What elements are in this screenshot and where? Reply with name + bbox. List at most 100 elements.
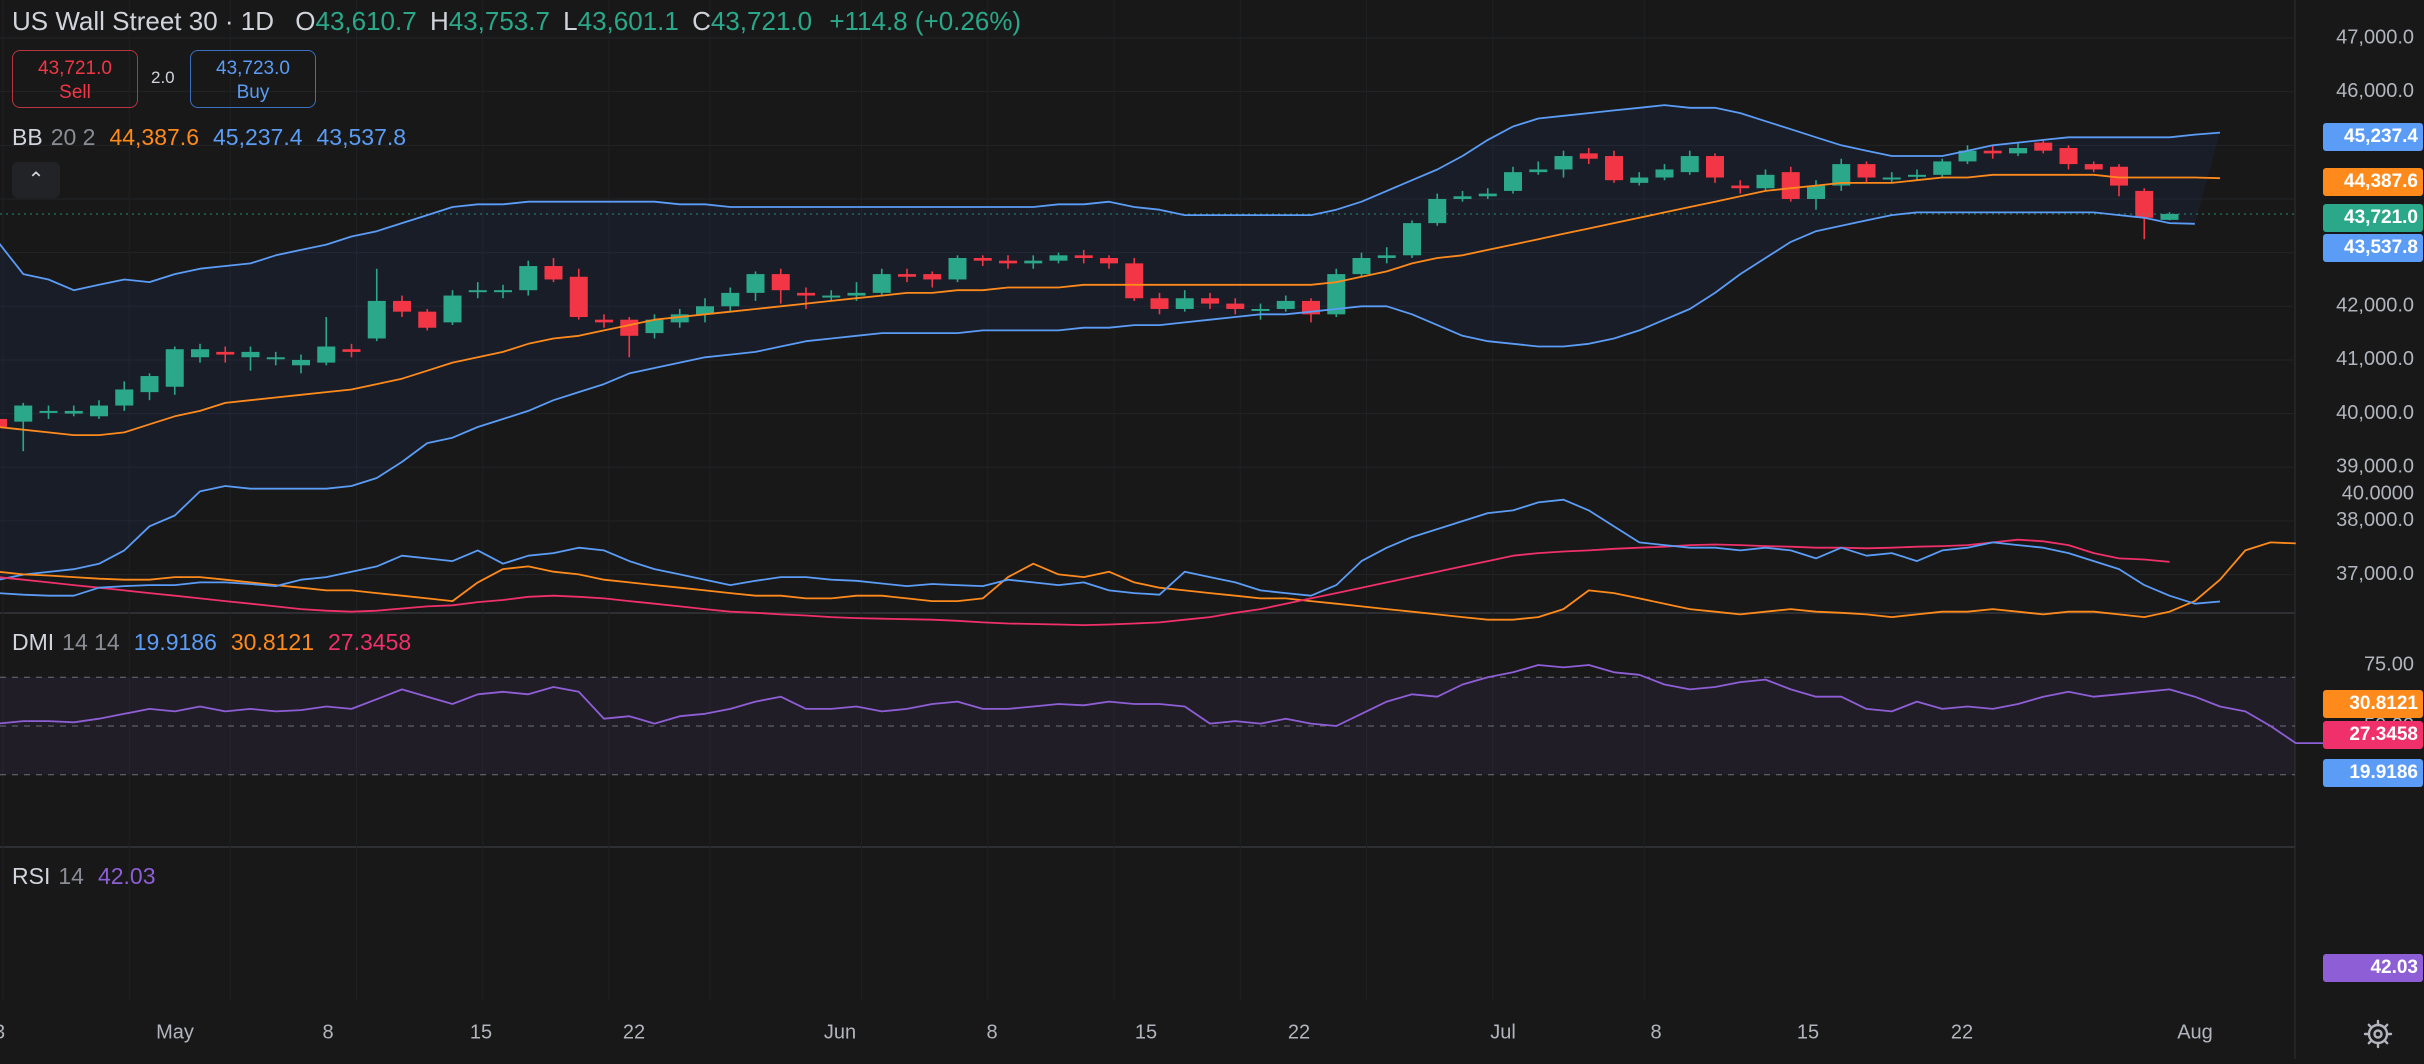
time-tick-label: Aug <box>2177 1021 2213 1043</box>
candle-body <box>797 292 815 296</box>
candle-body <box>2059 147 2078 165</box>
candle-body <box>1428 198 1447 224</box>
candle-body <box>494 290 512 293</box>
time-tick-label: 22 <box>1288 1021 1310 1043</box>
time-tick-label: 22 <box>623 1021 645 1043</box>
dmi-plus-line <box>0 498 2221 605</box>
candle-body <box>393 300 411 312</box>
buy-button[interactable]: 43,723.0 Buy <box>190 50 316 108</box>
dmi-minus-line <box>0 541 2296 621</box>
candle-body <box>90 405 108 417</box>
bb-legend-lower: 43,537.8 <box>316 124 407 150</box>
high-value: 43,753.7 <box>448 6 550 36</box>
candle-body <box>999 260 1017 264</box>
candle-body <box>1175 298 1194 309</box>
bb-basis-badge-bg <box>2323 168 2423 196</box>
candle-body <box>2135 190 2154 218</box>
price-tick-label: 42,000.0 <box>2336 295 2414 317</box>
candle-body <box>367 300 386 339</box>
time-tick-label: 15 <box>470 1021 492 1043</box>
candle-body <box>342 349 361 352</box>
collapse-legend-button[interactable]: ⌃ <box>12 162 60 198</box>
bb-band-fill <box>0 105 2220 580</box>
candle-body <box>2009 147 2027 154</box>
candle-body <box>1882 177 1901 180</box>
rsi-legend-value: 42.03 <box>97 863 156 889</box>
time-tick-label: 8 <box>986 1021 997 1043</box>
candle-body <box>1352 257 1371 275</box>
candle-body <box>1857 164 1876 178</box>
candle-body <box>822 295 841 298</box>
candle-body <box>1756 174 1775 189</box>
bb-upper-line <box>0 104 2221 292</box>
candle-body <box>0 418 7 428</box>
time-tick-label: Jul <box>1490 1021 1516 1043</box>
open-value: 43,610.7 <box>315 6 417 36</box>
time-tick-label: May <box>156 1021 194 1043</box>
candle-body <box>948 257 967 280</box>
adx-badge: 27.3458 <box>2349 724 2418 745</box>
rsi-badge: 42.03 <box>2370 957 2418 978</box>
candle-body <box>1605 156 1623 181</box>
candle-body <box>1630 177 1649 183</box>
spread-value: 2.0 <box>151 68 175 87</box>
rsi-legend-params: 14 <box>58 863 84 889</box>
last-price-badge: 43,721.0 <box>2344 207 2418 228</box>
candle-body <box>1554 156 1573 170</box>
candle-body <box>1478 193 1497 197</box>
candle-body <box>1504 172 1522 191</box>
rsi-legend[interactable]: RSI 14 42.03 <box>12 863 156 890</box>
candle-body <box>1529 169 1548 173</box>
candle-body <box>1958 150 1977 162</box>
candle-body <box>1100 257 1118 264</box>
change-value: +114.8 (+0.26%) <box>829 6 1022 36</box>
sell-label: Sell <box>59 82 91 103</box>
candle-body <box>696 306 714 315</box>
candle-body <box>468 290 487 293</box>
symbol-title: US Wall Street 30 · 1D <box>12 6 275 36</box>
candle-body <box>670 314 689 323</box>
low-label: L <box>563 6 578 36</box>
price-tick-label: 41,000.0 <box>2336 348 2414 370</box>
dmi-legend-minus: 30.8121 <box>230 629 315 655</box>
candle-body <box>1049 255 1068 261</box>
dmi-minus-badge-bg <box>2323 690 2423 718</box>
candle-body <box>1024 260 1043 264</box>
rsi-badge-bg <box>2323 954 2423 982</box>
candle-body <box>771 274 790 291</box>
candle-body <box>292 359 310 366</box>
candle-body <box>2110 166 2128 186</box>
candle-body <box>2160 213 2179 220</box>
dmi-plus-badge: 19.9186 <box>2349 762 2418 783</box>
rsi-band <box>0 677 2295 775</box>
candle-body <box>1327 274 1346 315</box>
candle-body <box>1150 298 1169 309</box>
price-tick-label: 46,000.0 <box>2336 80 2414 102</box>
bb-legend[interactable]: BB 20 2 44,387.6 45,237.4 43,537.8 <box>12 124 406 151</box>
settings-button[interactable] <box>2360 1016 2396 1052</box>
candle-body <box>973 257 992 261</box>
candle-body <box>721 292 740 307</box>
candle-body <box>191 349 209 358</box>
bb-lower-badge: 43,537.8 <box>2344 237 2418 258</box>
candle-body <box>1074 255 1093 258</box>
bb-basis-badge: 44,387.6 <box>2344 171 2418 192</box>
candle-body <box>317 346 336 363</box>
sell-button[interactable]: 43,721.0 Sell <box>12 50 138 108</box>
candle-body <box>1377 255 1396 258</box>
rsi-line <box>0 664 2347 747</box>
candle-body <box>1680 156 1699 173</box>
candle-body <box>569 276 588 318</box>
bb-basis-line <box>0 173 2221 436</box>
high-label: H <box>429 6 449 36</box>
dmi-legend-params: 14 14 <box>62 629 120 655</box>
candle-body <box>1403 223 1421 256</box>
rsi-legend-name: RSI <box>12 863 51 889</box>
buy-label: Buy <box>236 82 270 103</box>
dmi-legend[interactable]: DMI 14 14 19.9186 30.8121 27.3458 <box>12 629 411 656</box>
last-price-badge-bg <box>2323 204 2423 232</box>
candle-body <box>746 274 765 293</box>
candle-body <box>443 295 462 323</box>
